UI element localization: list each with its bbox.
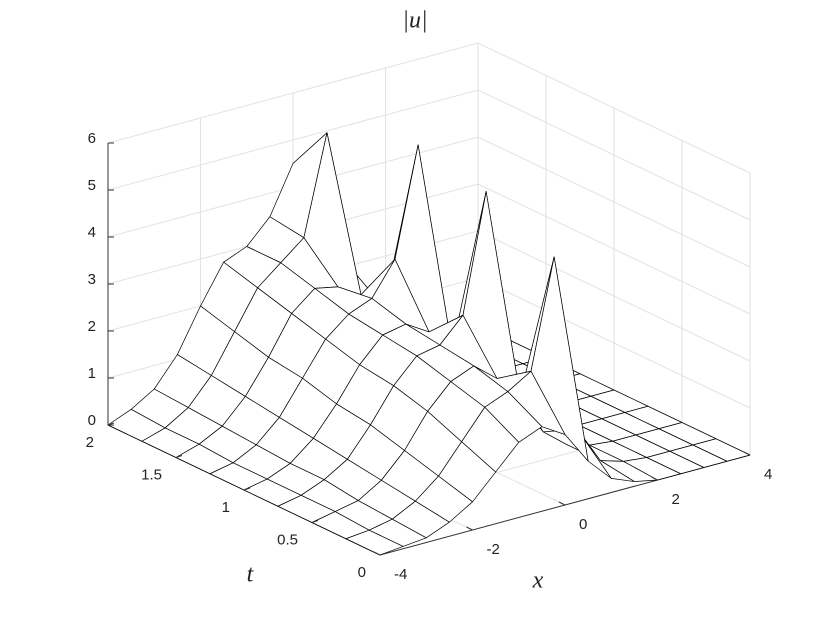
z-tick-label: 1 xyxy=(88,365,96,382)
x-tick xyxy=(373,551,381,556)
z-tick-label: 5 xyxy=(88,177,96,194)
y-tick-label: 0.5 xyxy=(277,531,298,548)
x-tick xyxy=(743,451,751,456)
z-tick-label: 0 xyxy=(88,412,96,429)
x-tick xyxy=(466,526,473,531)
x-tick-label: 4 xyxy=(764,466,772,483)
t-tick xyxy=(107,422,115,426)
x-tick xyxy=(558,501,566,506)
z-tick-label: 2 xyxy=(88,318,96,335)
t-tick xyxy=(311,520,319,523)
t-tick xyxy=(175,455,183,458)
t-tick xyxy=(243,487,251,491)
x-tick-label: -2 xyxy=(487,541,500,558)
t-tick xyxy=(379,552,387,556)
y-tick-label: 1 xyxy=(222,499,230,516)
z-tick-label: 6 xyxy=(88,130,96,147)
x-tick-label: -4 xyxy=(394,566,407,583)
x-tick-label: 0 xyxy=(579,516,587,533)
y-tick-label: 2 xyxy=(86,434,94,451)
grid-line xyxy=(107,42,751,174)
z-tick-label: 3 xyxy=(88,271,96,288)
x-axis-label: x xyxy=(532,568,544,594)
x-tick-label: 2 xyxy=(672,491,680,508)
y-tick-label: 0 xyxy=(358,564,366,581)
z-tick-label: 4 xyxy=(88,224,96,241)
t-axis-label: t xyxy=(247,562,255,588)
y-tick-label: 1.5 xyxy=(141,466,162,483)
surface-cell xyxy=(345,529,404,556)
x-tick xyxy=(651,476,658,481)
chart-title: |u| xyxy=(402,8,427,34)
grid-line xyxy=(107,89,751,221)
